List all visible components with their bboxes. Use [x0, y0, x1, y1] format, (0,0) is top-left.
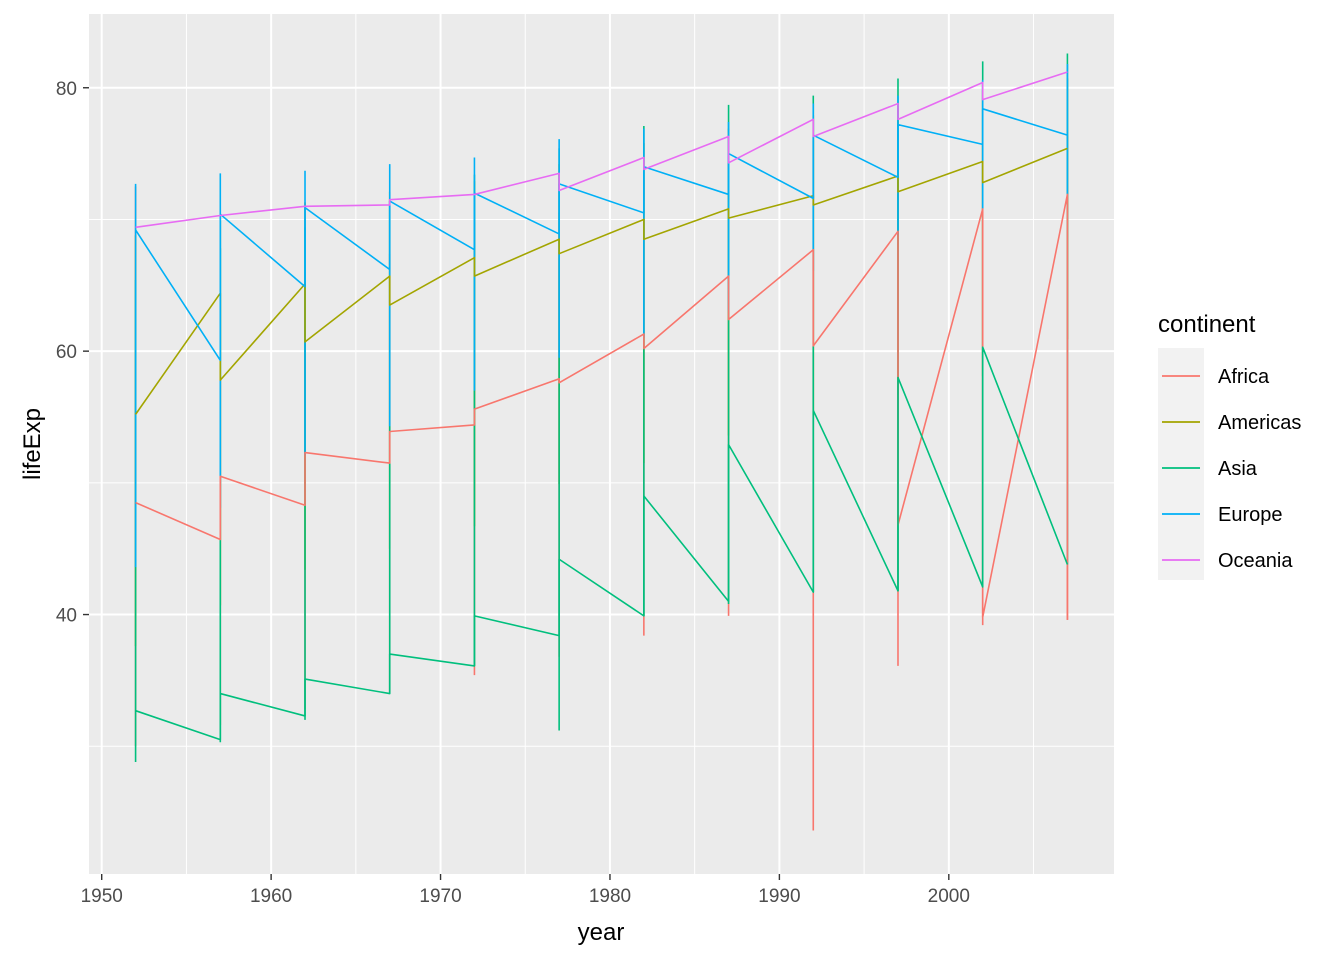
legend-keys-background	[1158, 348, 1204, 580]
series-asia-line	[135, 346, 1069, 741]
plot-background	[89, 14, 1114, 874]
y-axis: 40 60 80	[56, 79, 89, 627]
x-axis: 1950 1960 1970 1980 1990 2000	[81, 874, 970, 907]
y-tick-label: 40	[56, 606, 77, 627]
legend-label-asia: Asia	[1218, 458, 1258, 480]
y-tick-label: 80	[56, 79, 77, 100]
grid-minor	[89, 14, 1114, 874]
legend: continent Africa Americas Asia Europe Oceani…	[1158, 311, 1301, 580]
series-africa-line	[135, 193, 1069, 620]
grid-major	[89, 14, 1114, 874]
legend-label-oceania: Oceania	[1218, 550, 1293, 572]
series-europe-line	[134, 108, 1068, 362]
x-tick-label: 1990	[758, 886, 800, 907]
series-americas-line	[134, 147, 1068, 415]
x-tick-label: 1960	[250, 886, 292, 907]
x-tick-label: 1980	[589, 886, 631, 907]
x-tick-label: 1950	[81, 886, 123, 907]
legend-title: continent	[1158, 311, 1256, 338]
legend-label-africa: Africa	[1218, 366, 1270, 388]
x-tick-label: 1970	[419, 886, 461, 907]
legend-label-americas: Americas	[1218, 412, 1301, 434]
x-axis-title: year	[578, 919, 625, 946]
series-oceania-line	[135, 71, 1068, 229]
y-tick-label: 60	[56, 342, 77, 363]
y-axis-title: lifeExp	[19, 408, 46, 480]
x-tick-label: 2000	[928, 886, 970, 907]
legend-label-europe: Europe	[1218, 504, 1283, 526]
series-lines	[134, 71, 1069, 741]
